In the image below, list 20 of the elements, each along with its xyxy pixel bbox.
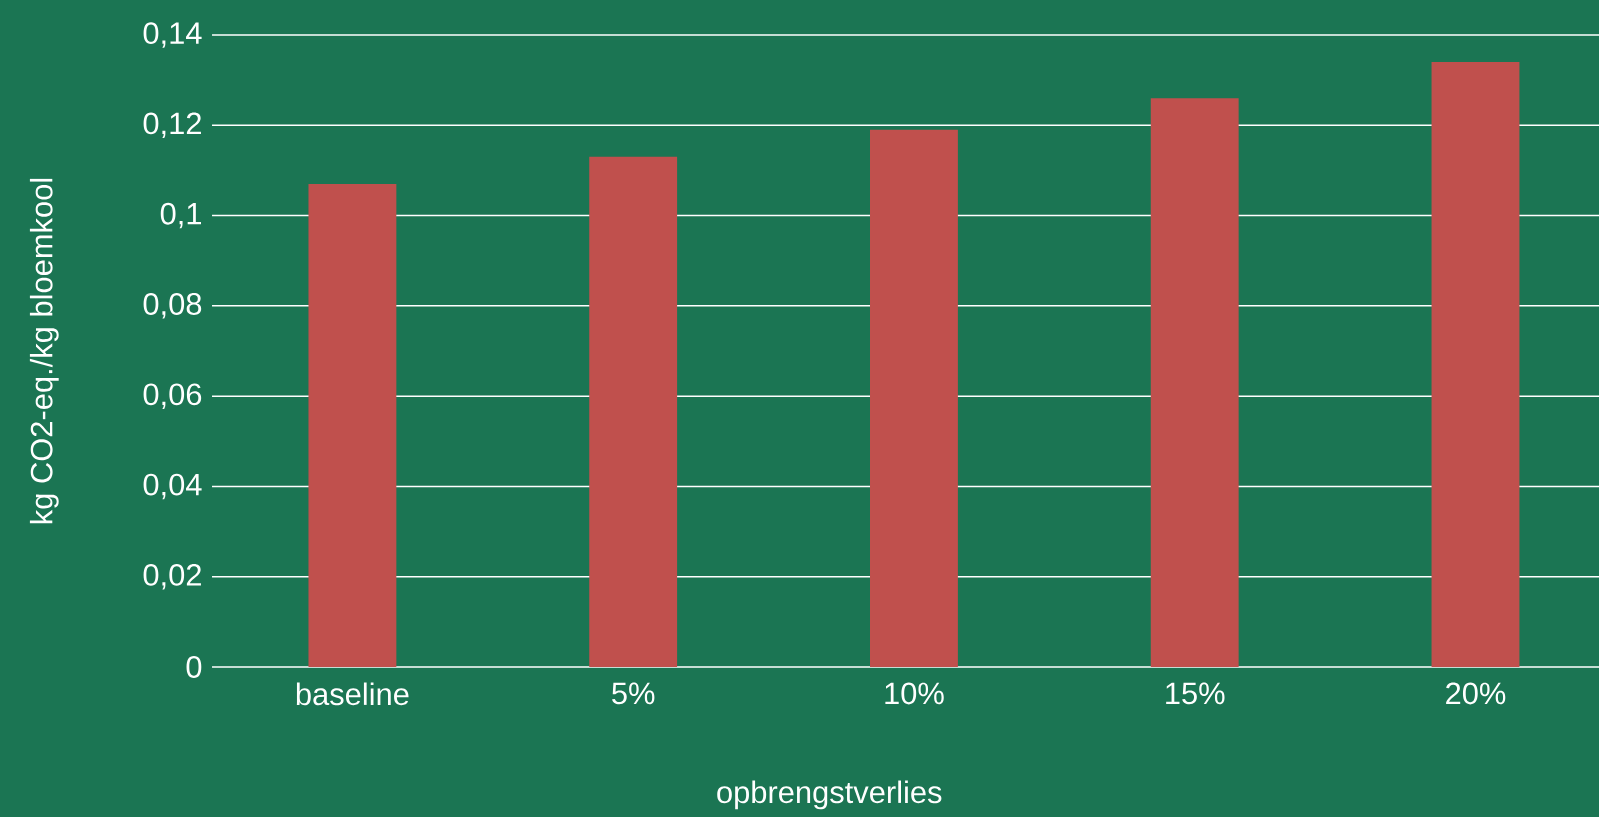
x-tick-label: 10%: [885, 682, 944, 705]
y-tick-label: 0,14: [143, 22, 202, 48]
y-tick-label: 0,02: [143, 563, 201, 590]
y-tick-label: 0,12: [143, 112, 201, 139]
y-tick-label: 0,08: [143, 293, 202, 319]
y-tick-label: 0,06: [143, 383, 202, 409]
x-tick-label: 5%: [612, 682, 655, 705]
bar: [308, 183, 397, 667]
y-axis-title: kg CO2-eq./kg bloemkool: [29, 178, 59, 524]
bar: [1150, 98, 1239, 667]
x-tick-label: 15%: [1166, 682, 1225, 705]
x-tick-label: 20%: [1446, 682, 1506, 705]
bar: [589, 156, 678, 667]
bar: [870, 129, 958, 667]
y-tick-label: 0: [186, 656, 202, 678]
bar: [1431, 62, 1520, 667]
x-axis-title: opbrengstverlies: [717, 780, 942, 810]
y-tick-label: 0,1: [160, 202, 201, 229]
y-tick-label: 0,04: [143, 473, 202, 500]
x-tick-label: baseline: [296, 682, 409, 706]
